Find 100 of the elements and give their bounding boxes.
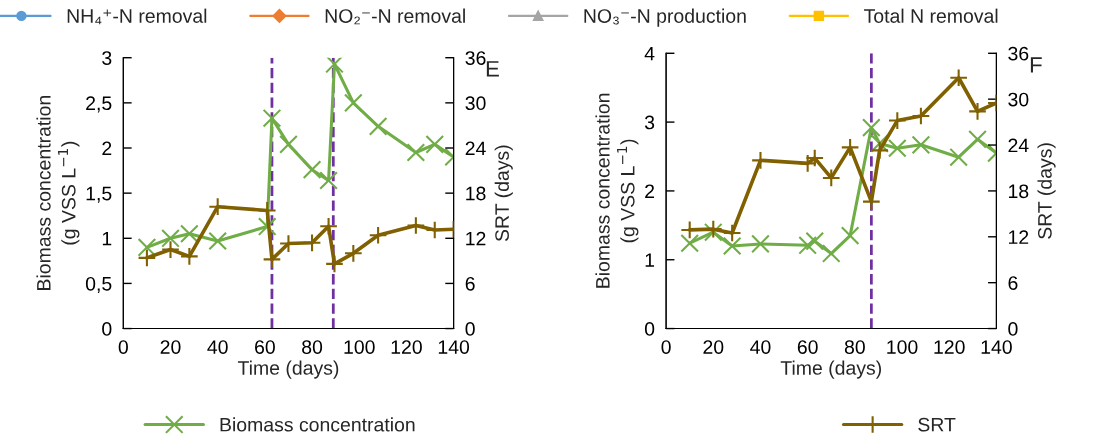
y-tick-label: 2 [645, 184, 655, 198]
point [870, 134, 889, 153]
point [208, 231, 228, 251]
x-tick-label: 0 [661, 340, 671, 354]
legend-label: Total N removal [864, 8, 998, 23]
point [319, 216, 338, 236]
point [279, 135, 298, 154]
y-tick-label: 4 [644, 46, 655, 61]
y2-tick-label: 36 [1008, 46, 1029, 61]
y2-tick-label: 30 [1008, 92, 1029, 107]
point [137, 248, 157, 268]
x-tick-label: 80 [302, 340, 323, 354]
point [302, 233, 322, 253]
y2-tick-label: 18 [1009, 184, 1029, 199]
x-tick-label: 100 [344, 340, 375, 354]
point [180, 224, 199, 244]
chart-title: E [486, 61, 499, 77]
y2-tick-label: 30 [465, 96, 486, 111]
x-tick-label: 120 [934, 340, 965, 354]
point [870, 141, 889, 160]
point [425, 135, 445, 154]
y-tick-label: 1,5 [86, 186, 112, 203]
point [911, 106, 931, 126]
y-tick-label: 0,5 [85, 276, 112, 293]
x-tick-label: 40 [750, 340, 771, 354]
point [137, 237, 157, 257]
legend-label: Biomass concentration [220, 417, 415, 432]
x-tick-label: 20 [703, 340, 724, 354]
y-tick-label: 3 [102, 51, 112, 65]
x-tick-label: 60 [797, 340, 818, 354]
x-tick-label: 0 [118, 340, 128, 354]
point [406, 216, 426, 235]
point [406, 143, 426, 162]
point [368, 116, 388, 136]
x-tick-label: 140 [438, 340, 470, 354]
point [840, 226, 860, 246]
x-tick-label: 100 [887, 340, 918, 354]
y2-tick-label: 36 [465, 51, 486, 65]
y-axis-title: Biomass concentration (g VSS L$^{−1}$) [595, 93, 639, 288]
point [840, 137, 860, 157]
y2-tick-label: 24 [1008, 138, 1029, 153]
x-axis-title: Time (days) [237, 360, 339, 379]
y2-tick-label: 6 [465, 276, 475, 291]
point [325, 254, 344, 274]
point [968, 102, 987, 121]
point [161, 228, 180, 248]
point [208, 197, 228, 217]
x-tick-label: 60 [255, 340, 275, 354]
point [319, 171, 338, 190]
point [161, 240, 180, 259]
y-tick-label: 0 [102, 322, 112, 336]
y2-axis-title: SRT (days) [494, 145, 513, 242]
point [968, 129, 987, 149]
point [821, 168, 841, 188]
point [325, 57, 344, 74]
point [368, 225, 388, 245]
y2-tick-label: 0 [465, 322, 475, 336]
x-tick-label: 120 [391, 340, 422, 354]
y-axis-title: Biomass concentration (g VSS L$^{−1}$) [36, 96, 80, 290]
point [861, 118, 881, 137]
point [180, 246, 199, 266]
point [911, 135, 931, 155]
point [861, 192, 881, 211]
point [257, 201, 277, 220]
legend-label: NO₂⁻-N removal [325, 8, 465, 25]
point [887, 111, 907, 130]
legend-label: NH₄⁺-N removal [67, 8, 207, 25]
point [680, 233, 700, 253]
y2-tick-label: 12 [466, 231, 486, 246]
point [751, 234, 770, 254]
x-tick-label: 80 [844, 340, 865, 354]
point [343, 93, 363, 113]
y-tick-label: 1 [102, 231, 112, 246]
point [722, 236, 742, 256]
legend-label: SRT [918, 417, 956, 432]
point [887, 138, 907, 158]
x-tick-label: 40 [207, 340, 228, 354]
point [949, 68, 969, 88]
y2-tick-label: 12 [1009, 230, 1029, 244]
chart-title: F [1030, 57, 1042, 73]
y2-tick-label: 0 [1008, 322, 1018, 336]
y-tick-label: 2 [102, 141, 112, 156]
point [805, 231, 825, 251]
y-tick-label: 1 [645, 253, 655, 267]
y2-axis-title: SRT (days) [1037, 143, 1056, 239]
y2-tick-label: 18 [466, 186, 486, 201]
y2-tick-label: 6 [1008, 276, 1018, 290]
legend-label: NO₃⁻-N production [584, 8, 746, 27]
y2-tick-label: 24 [465, 141, 486, 156]
point [821, 244, 841, 263]
x-tick-label: 140 [981, 340, 1012, 354]
point [302, 160, 322, 180]
point [722, 223, 742, 243]
y-tick-label: 2,5 [86, 96, 112, 113]
point [262, 108, 282, 128]
y-tick-label: 3 [644, 115, 655, 130]
point [343, 243, 363, 263]
x-tick-label: 20 [160, 340, 181, 354]
point [798, 235, 818, 255]
x-axis-title: Time (days) [780, 360, 881, 379]
